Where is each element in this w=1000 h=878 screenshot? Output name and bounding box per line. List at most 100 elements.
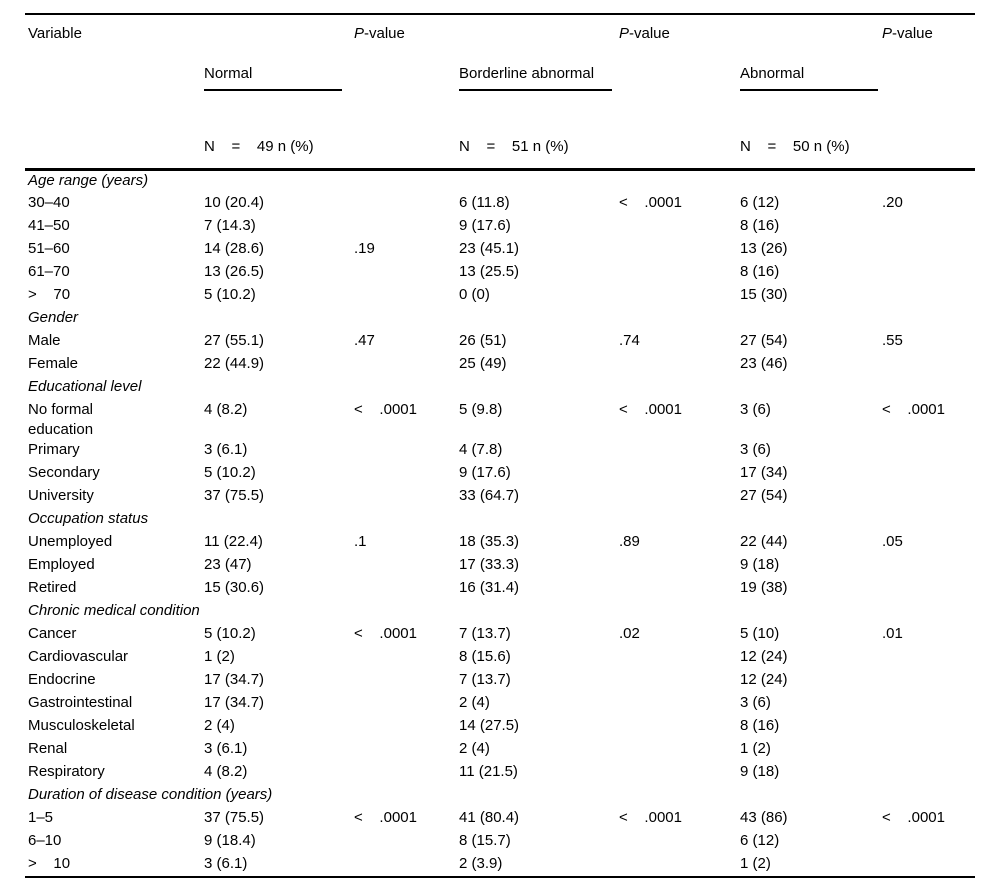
section-label: Educational level [28, 377, 142, 395]
table-row: Secondary 5 (10.2) 9 (17.6) 17 (34) [25, 463, 975, 486]
row-label: Primary [28, 440, 80, 458]
normal-value: 17 (34.7) [204, 693, 265, 711]
abnormal-p-value [882, 216, 975, 239]
section-label: Gender [28, 308, 79, 326]
abnormal-value: 43 (86) [740, 808, 788, 826]
row-label: 61–70 [28, 262, 70, 280]
borderline-value: 9 (17.6) [459, 216, 511, 234]
abnormal-value: 17 (34) [740, 463, 788, 481]
normal-value: 37 (75.5) [204, 486, 265, 504]
borderline-value: 2 (4) [459, 739, 490, 757]
table-row: Unemployed 11 (22.4) .1 18 (35.3) .89 22 (44)… [25, 532, 975, 555]
section-label: Duration of disease condition (years) [28, 785, 273, 803]
normal-p-value [354, 555, 459, 578]
row-label: University [28, 486, 94, 504]
borderline-p-value [619, 440, 740, 463]
normal-value: 23 (47) [204, 555, 252, 573]
abnormal-p-value [882, 693, 975, 716]
p-italic: P [882, 25, 893, 42]
normal-p-value [354, 647, 459, 670]
borderline-p-value [619, 354, 740, 377]
row-label: No formal education [28, 400, 94, 438]
abnormal-p-value [882, 647, 975, 670]
borderline-value: 6 (11.8) [459, 193, 510, 211]
abnormal-p-value [882, 854, 975, 877]
borderline-value: 25 (49) [459, 354, 507, 372]
header-row-groups: Variable Normal P-value Borderline abnor… [25, 14, 975, 131]
row-label: Male [28, 331, 61, 349]
borderline-p-value: < .0001 [619, 193, 682, 211]
normal-n-count: N = 49 n (%) [204, 138, 314, 155]
borderline-value: 7 (13.7) [459, 624, 511, 642]
abnormal-value: 23 (46) [740, 354, 788, 372]
section-header-row: Gender [25, 308, 975, 331]
borderline-value: 16 (31.4) [459, 578, 520, 596]
empty-cell [354, 131, 459, 170]
normal-p-value [354, 285, 459, 308]
borderline-value: 18 (35.3) [459, 532, 520, 550]
column-header-variable: Variable [28, 25, 82, 42]
row-label: 51–60 [28, 239, 70, 257]
borderline-value: 0 (0) [459, 285, 490, 303]
borderline-n-count: N = 51 n (%) [459, 138, 569, 155]
normal-p-value [354, 354, 459, 377]
borderline-p-value [619, 578, 740, 601]
normal-value: 2 (4) [204, 716, 235, 734]
normal-value: 14 (28.6) [204, 239, 265, 257]
normal-p-value [354, 262, 459, 285]
abnormal-value: 13 (26) [740, 239, 788, 257]
normal-value: 10 (20.4) [204, 193, 265, 211]
table-row: 6–10 9 (18.4) 8 (15.7) 6 (12) [25, 831, 975, 854]
abnormal-n-count: N = 50 n (%) [740, 138, 850, 155]
abnormal-value: 15 (30) [740, 285, 788, 303]
abnormal-p-value [882, 555, 975, 578]
borderline-p-value [619, 262, 740, 285]
table-row: No formal education 4 (8.2) < .0001 5 (9.8)… [25, 400, 975, 440]
row-label: 1–5 [28, 808, 54, 826]
borderline-value: 8 (15.6) [459, 647, 511, 665]
borderline-p-value [619, 739, 740, 762]
statistics-table-container: Variable Normal P-value Borderline abnor… [25, 13, 1000, 878]
row-label: Female [28, 354, 79, 372]
row-label: Unemployed [28, 532, 113, 550]
borderline-p-value: .02 [619, 624, 640, 642]
borderline-p-value [619, 762, 740, 785]
abnormal-p-value [882, 578, 975, 601]
normal-p-value [354, 854, 459, 877]
normal-value: 15 (30.6) [204, 578, 265, 596]
section-label: Chronic medical condition [28, 601, 200, 619]
normal-value: 17 (34.7) [204, 670, 265, 688]
abnormal-value: 22 (44) [740, 532, 788, 550]
borderline-value: 2 (4) [459, 693, 490, 711]
section-label: Age range (years) [28, 172, 149, 189]
borderline-p-value [619, 239, 740, 262]
normal-group-label: Normal [204, 65, 253, 82]
borderline-p-value [619, 693, 740, 716]
table-row: Gastrointestinal 17 (34.7) 2 (4) 3 (6) [25, 693, 975, 716]
table-row: Musculoskeletal 2 (4) 14 (27.5) 8 (16) [25, 716, 975, 739]
row-label: 30–40 [28, 193, 70, 211]
abnormal-value: 9 (18) [740, 555, 780, 573]
column-header-pvalue-3: P-value [882, 14, 975, 131]
borderline-value: 4 (7.8) [459, 440, 503, 458]
section-header-row: Chronic medical condition [25, 601, 975, 624]
normal-value: 13 (26.5) [204, 262, 265, 280]
abnormal-value: 5 (10) [740, 624, 780, 642]
table-row: 1–5 37 (75.5) < .0001 41 (80.4) < .0001 43 (8… [25, 808, 975, 831]
normal-p-value [354, 670, 459, 693]
borderline-p-value [619, 670, 740, 693]
normal-value: 37 (75.5) [204, 808, 265, 826]
borderline-value: 41 (80.4) [459, 808, 520, 826]
row-label: 41–50 [28, 216, 70, 234]
row-label: > 70 [28, 285, 71, 303]
abnormal-p-value [882, 354, 975, 377]
abnormal-value: 3 (6) [740, 440, 771, 458]
borderline-p-value [619, 854, 740, 877]
table-row: Renal 3 (6.1) 2 (4) 1 (2) [25, 739, 975, 762]
borderline-p-value [619, 555, 740, 578]
row-label: 6–10 [28, 831, 62, 849]
abnormal-value: 19 (38) [740, 578, 788, 596]
normal-p-value [354, 440, 459, 463]
borderline-value: 17 (33.3) [459, 555, 520, 573]
empty-cell [882, 131, 975, 170]
